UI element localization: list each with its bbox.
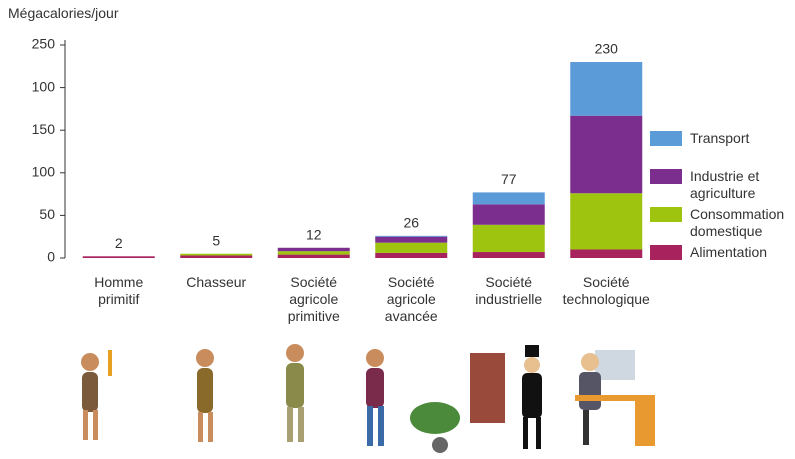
- x-tick-label: Homme primitif: [94, 274, 144, 307]
- bar-segment: [277, 247, 350, 252]
- legend-label: Alimentation: [690, 244, 768, 260]
- bar-segment: [570, 62, 643, 116]
- bar-segment: [472, 252, 545, 258]
- bar-segment: [277, 251, 350, 255]
- legend-swatch: [650, 207, 682, 222]
- bar-segment: [180, 255, 253, 258]
- illustrations: [81, 344, 655, 453]
- legend-entry: Alimentation: [650, 244, 795, 261]
- bar-segment: [375, 235, 448, 237]
- y-tick-label: 0: [47, 249, 55, 265]
- bar-segment: [375, 252, 448, 258]
- y-axis-title: Mégacalories/jour: [8, 5, 119, 21]
- bar-segment: [375, 236, 448, 243]
- value-label: 230: [595, 41, 619, 57]
- legend-entry: Industrie et agriculture: [650, 168, 795, 202]
- y-tick-label: 250: [32, 36, 56, 52]
- legend-swatch: [650, 169, 682, 184]
- bar-segment: [180, 253, 253, 256]
- x-tick-label: Société technologique: [562, 274, 650, 307]
- bar-segment: [82, 256, 155, 258]
- x-tick-label: Société agricole primitive: [287, 274, 340, 324]
- bar-segment: [570, 115, 643, 194]
- bar-segment: [472, 224, 545, 253]
- legend-swatch: [650, 131, 682, 146]
- value-label: 12: [306, 226, 322, 242]
- legend-label: Industrie et agriculture: [690, 168, 760, 201]
- bar-segment: [570, 249, 643, 258]
- value-label: 77: [501, 171, 517, 187]
- y-tick-label: 100: [32, 164, 56, 180]
- value-label: 5: [212, 232, 220, 248]
- y-tick-label: 150: [32, 121, 56, 137]
- legend-entry: Consommation domestique: [650, 206, 795, 240]
- bar-segment: [375, 242, 448, 253]
- y-tick-label: 50: [39, 206, 55, 222]
- legend-label: Transport: [690, 130, 750, 146]
- x-tick-label: Société agricole avancée: [384, 274, 438, 324]
- legend-label: Consommation domestique: [690, 206, 785, 239]
- x-tick-label: Société industrielle: [475, 274, 543, 307]
- value-label: 2: [115, 235, 123, 251]
- legend-entry: Transport: [650, 130, 795, 147]
- bar-segment: [472, 204, 545, 225]
- bar-segment: [570, 193, 643, 250]
- bar-segment: [277, 254, 350, 258]
- legend-swatch: [650, 245, 682, 260]
- value-label: 26: [403, 215, 419, 231]
- x-tick-label: Chasseur: [186, 274, 247, 290]
- y-tick-label: 100: [32, 78, 56, 94]
- bar-segment: [472, 192, 545, 205]
